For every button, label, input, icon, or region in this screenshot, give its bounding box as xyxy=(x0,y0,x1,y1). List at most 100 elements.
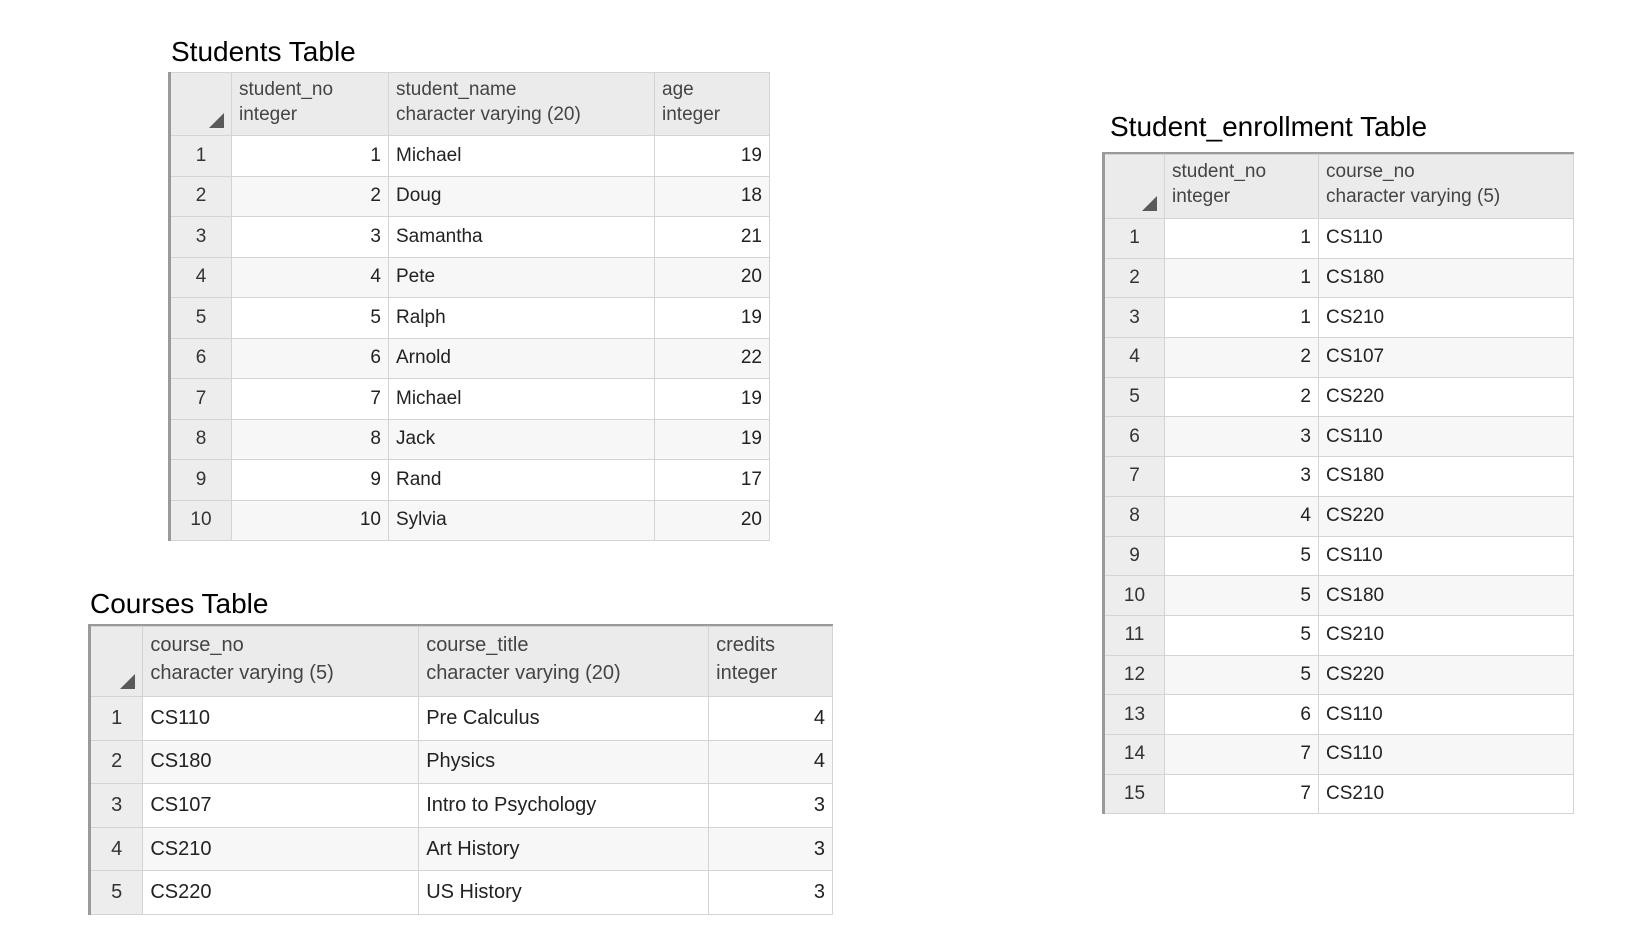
cell-age[interactable]: 20 xyxy=(654,499,770,541)
cell-student-no[interactable]: 2 xyxy=(1164,337,1319,378)
cell-course-no[interactable]: CS110 xyxy=(1318,694,1574,735)
row-number[interactable]: 1 xyxy=(169,135,232,177)
column-header-student-no[interactable]: student_no integer xyxy=(231,72,389,136)
table-row[interactable]: 2 CS180 Physics 4 xyxy=(88,739,833,785)
table-row[interactable]: 5 5 Ralph 19 xyxy=(169,297,770,339)
table-row[interactable]: 5 CS220 US History 3 xyxy=(88,870,833,915)
row-number[interactable]: 15 xyxy=(1103,773,1165,815)
table-row[interactable]: 4 CS210 Art History 3 xyxy=(88,826,833,872)
cell-student-no[interactable]: 2 xyxy=(1164,376,1319,418)
row-number[interactable]: 5 xyxy=(88,870,144,915)
cell-student-no[interactable]: 10 xyxy=(231,499,389,541)
cell-age[interactable]: 19 xyxy=(654,418,770,460)
cell-age[interactable]: 22 xyxy=(654,337,770,379)
cell-age[interactable]: 17 xyxy=(654,459,770,501)
cell-student-name[interactable]: Michael xyxy=(388,378,655,420)
table-row[interactable]: 15 7 CS210 xyxy=(1103,773,1574,815)
cell-student-name[interactable]: Arnold xyxy=(388,337,655,379)
table-row[interactable]: 6 3 CS110 xyxy=(1103,416,1574,458)
table-row[interactable]: 10 5 CS180 xyxy=(1103,575,1574,616)
cell-student-name[interactable]: Jack xyxy=(388,418,655,460)
table-row[interactable]: 3 1 CS210 xyxy=(1103,297,1574,339)
column-header-course-no[interactable]: course_no character varying (5) xyxy=(1318,154,1574,219)
cell-course-title[interactable]: Art History xyxy=(418,826,710,872)
cell-student-name[interactable]: Rand xyxy=(388,459,655,501)
cell-course-no[interactable]: CS220 xyxy=(1318,654,1574,696)
table-row[interactable]: 10 10 Sylvia 20 xyxy=(169,499,770,541)
cell-student-name[interactable]: Samantha xyxy=(388,216,655,258)
cell-course-no[interactable]: CS220 xyxy=(1318,376,1574,418)
cell-student-no[interactable]: 5 xyxy=(1164,654,1319,696)
table-row[interactable]: 6 6 Arnold 22 xyxy=(169,337,770,379)
cell-course-no[interactable]: CS180 xyxy=(1318,575,1574,616)
cell-course-title[interactable]: Intro to Psychology xyxy=(418,783,710,828)
cell-course-no[interactable]: CS210 xyxy=(1318,614,1574,656)
cell-student-no[interactable]: 3 xyxy=(231,216,389,258)
column-header-age[interactable]: age integer xyxy=(654,72,770,136)
table-row[interactable]: 9 5 CS110 xyxy=(1103,535,1574,577)
row-number[interactable]: 3 xyxy=(1103,297,1165,339)
row-number[interactable]: 5 xyxy=(169,297,232,339)
cell-student-no[interactable]: 1 xyxy=(1164,297,1319,339)
cell-age[interactable]: 19 xyxy=(654,135,770,177)
cell-course-title[interactable]: US History xyxy=(418,870,710,915)
table-row[interactable]: 7 7 Michael 19 xyxy=(169,378,770,420)
table-row[interactable]: 11 5 CS210 xyxy=(1103,614,1574,656)
row-number[interactable]: 1 xyxy=(88,696,144,741)
cell-course-no[interactable]: CS210 xyxy=(1318,773,1574,815)
table-row[interactable]: 8 4 CS220 xyxy=(1103,495,1574,537)
cell-student-no[interactable]: 4 xyxy=(1164,495,1319,537)
cell-student-name[interactable]: Michael xyxy=(388,135,655,177)
row-number[interactable]: 11 xyxy=(1103,614,1165,656)
cell-course-no[interactable]: CS180 xyxy=(142,739,420,785)
row-number[interactable]: 10 xyxy=(169,499,232,541)
row-number[interactable]: 6 xyxy=(169,337,232,379)
cell-student-no[interactable]: 4 xyxy=(231,256,389,298)
cell-age[interactable]: 18 xyxy=(654,175,770,217)
cell-age[interactable]: 21 xyxy=(654,216,770,258)
cell-student-no[interactable]: 5 xyxy=(1164,535,1319,577)
table-row[interactable]: 2 2 Doug 18 xyxy=(169,175,770,217)
cell-course-no[interactable]: CS107 xyxy=(142,783,420,828)
cell-course-title[interactable]: Physics xyxy=(418,739,710,785)
table-row[interactable]: 5 2 CS220 xyxy=(1103,376,1574,418)
row-number[interactable]: 8 xyxy=(1103,495,1165,537)
cell-credits[interactable]: 4 xyxy=(708,696,833,741)
select-all-corner[interactable] xyxy=(1103,154,1165,219)
column-header-credits[interactable]: credits integer xyxy=(708,626,833,697)
table-row[interactable]: 4 2 CS107 xyxy=(1103,337,1574,378)
cell-credits[interactable]: 3 xyxy=(708,783,833,828)
cell-age[interactable]: 20 xyxy=(654,256,770,298)
table-row[interactable]: 3 CS107 Intro to Psychology 3 xyxy=(88,783,833,828)
row-number[interactable]: 4 xyxy=(88,826,144,872)
cell-course-no[interactable]: CS110 xyxy=(1318,535,1574,577)
cell-student-no[interactable]: 5 xyxy=(1164,575,1319,616)
cell-course-no[interactable]: CS180 xyxy=(1318,257,1574,299)
cell-student-name[interactable]: Doug xyxy=(388,175,655,217)
cell-student-no[interactable]: 1 xyxy=(1164,257,1319,299)
row-number[interactable]: 12 xyxy=(1103,654,1165,696)
table-row[interactable]: 12 5 CS220 xyxy=(1103,654,1574,696)
cell-student-no[interactable]: 9 xyxy=(231,459,389,501)
cell-student-name[interactable]: Sylvia xyxy=(388,499,655,541)
cell-student-name[interactable]: Pete xyxy=(388,256,655,298)
cell-student-no[interactable]: 6 xyxy=(1164,694,1319,735)
table-row[interactable]: 8 8 Jack 19 xyxy=(169,418,770,460)
column-header-student-no[interactable]: student_no integer xyxy=(1164,154,1319,219)
table-row[interactable]: 1 1 CS110 xyxy=(1103,218,1574,259)
table-row[interactable]: 7 3 CS180 xyxy=(1103,456,1574,497)
table-row[interactable]: 4 4 Pete 20 xyxy=(169,256,770,298)
table-row[interactable]: 14 7 CS110 xyxy=(1103,733,1574,775)
cell-credits[interactable]: 3 xyxy=(708,870,833,915)
table-row[interactable]: 3 3 Samantha 21 xyxy=(169,216,770,258)
cell-course-no[interactable]: CS110 xyxy=(1318,416,1574,458)
cell-student-name[interactable]: Ralph xyxy=(388,297,655,339)
cell-student-no[interactable]: 2 xyxy=(231,175,389,217)
row-number[interactable]: 7 xyxy=(1103,456,1165,497)
cell-course-no[interactable]: CS220 xyxy=(1318,495,1574,537)
cell-course-no[interactable]: CS110 xyxy=(1318,218,1574,259)
cell-student-no[interactable]: 5 xyxy=(1164,614,1319,656)
row-number[interactable]: 14 xyxy=(1103,733,1165,775)
table-row[interactable]: 2 1 CS180 xyxy=(1103,257,1574,299)
cell-age[interactable]: 19 xyxy=(654,297,770,339)
